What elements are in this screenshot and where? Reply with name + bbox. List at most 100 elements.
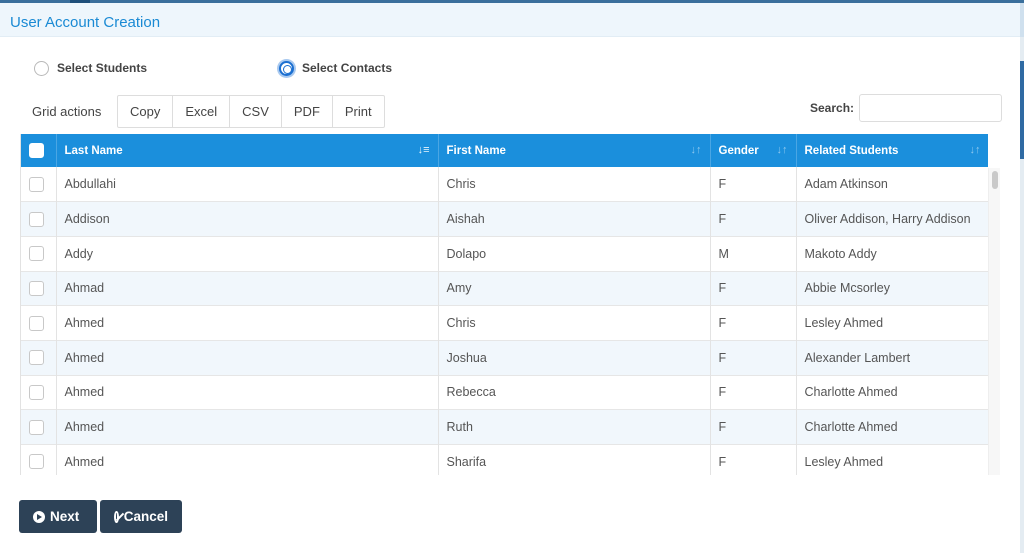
last-name-cell: Addy xyxy=(56,236,439,272)
gender-cell: F xyxy=(710,271,797,306)
row-select-cell[interactable] xyxy=(21,375,57,410)
search-input[interactable] xyxy=(859,94,1002,122)
related-students-cell: Lesley Ahmed xyxy=(796,305,988,341)
header-label: Related Students xyxy=(804,144,899,157)
table-row[interactable]: Ahmad Amy F Abbie Mcsorley xyxy=(21,271,988,306)
row-checkbox[interactable] xyxy=(29,350,44,366)
header-related-students[interactable]: Related Students ↓↑ xyxy=(796,134,988,167)
related-students-cell: Charlotte Ahmed xyxy=(796,409,988,445)
cancel-label: Cancel xyxy=(123,509,168,524)
top-strip-mark xyxy=(70,0,90,3)
print-button[interactable]: Print xyxy=(344,104,372,119)
row-select-cell[interactable] xyxy=(21,340,57,376)
header-first-name[interactable]: First Name ↓↑ xyxy=(438,134,711,167)
grid-scrollbar[interactable] xyxy=(988,168,1000,475)
radio-select-contacts[interactable]: Select Contacts xyxy=(279,58,392,78)
last-name-cell: Ahmed xyxy=(56,444,439,475)
row-select-cell[interactable] xyxy=(21,444,57,475)
next-button[interactable]: Next xyxy=(19,500,97,533)
contacts-table: Last Name ↓≡ First Name ↓↑ Gender ↓↑ Relate… xyxy=(21,134,988,475)
table-row[interactable]: Ahmed Ruth F Charlotte Ahmed xyxy=(21,409,988,445)
header-gender[interactable]: Gender ↓↑ xyxy=(710,134,797,167)
header-select-all[interactable] xyxy=(21,134,57,167)
row-select-cell[interactable] xyxy=(21,167,57,202)
last-name-cell: Ahmed xyxy=(56,409,439,445)
first-name-cell: Chris xyxy=(438,167,711,202)
row-checkbox[interactable] xyxy=(29,419,44,435)
table-row[interactable]: Abdullahi Chris F Adam Atkinson xyxy=(21,167,988,202)
gender-cell: F xyxy=(710,409,797,445)
row-select-cell[interactable] xyxy=(21,201,57,237)
excel-button[interactable]: Excel xyxy=(173,96,231,127)
gender-cell: M xyxy=(710,236,797,272)
row-checkbox[interactable] xyxy=(29,281,44,296)
gender-cell: F xyxy=(710,340,797,376)
right-edge-accent xyxy=(1020,3,1024,37)
row-select-cell[interactable] xyxy=(21,236,57,272)
last-name-cell: Ahmed xyxy=(56,305,439,341)
grid-actions-label: Grid actions xyxy=(32,104,102,119)
play-circle-icon xyxy=(33,510,45,523)
sort-icon: ↓↑ xyxy=(969,144,981,156)
radio-button-students[interactable] xyxy=(34,60,49,76)
first-name-cell: Rebecca xyxy=(438,375,711,410)
scrollbar-thumb[interactable] xyxy=(992,171,998,189)
first-name-cell: Joshua xyxy=(438,340,711,376)
header-label: Last Name xyxy=(64,144,123,157)
first-name-cell: Amy xyxy=(438,271,711,306)
right-edge xyxy=(1020,3,1024,553)
pdf-button[interactable]: PDF xyxy=(282,96,333,127)
sort-icon: ↓↑ xyxy=(690,144,702,156)
row-select-cell[interactable] xyxy=(21,305,57,341)
related-students-cell: Alexander Lambert xyxy=(796,340,988,376)
radio-label-contacts: Select Contacts xyxy=(302,61,393,75)
related-students-cell: Oliver Addison, Harry Addison xyxy=(796,201,988,237)
related-students-cell: Lesley Ahmed xyxy=(796,444,988,475)
select-all-checkbox[interactable] xyxy=(29,143,44,158)
table-row[interactable]: Ahmed Joshua F Alexander Lambert xyxy=(21,340,988,376)
first-name-cell: Aishah xyxy=(438,201,711,237)
right-edge-accent-dark xyxy=(1020,61,1024,159)
row-select-cell[interactable] xyxy=(21,271,57,306)
header-label: First Name xyxy=(446,144,506,157)
gender-cell: F xyxy=(710,444,797,475)
row-checkbox[interactable] xyxy=(29,315,44,331)
copy-button[interactable]: Copy xyxy=(118,96,174,127)
table-row[interactable]: Ahmed Chris F Lesley Ahmed xyxy=(21,305,988,341)
header-label: Gender xyxy=(718,144,759,157)
related-students-cell: Adam Atkinson xyxy=(796,167,988,202)
first-name-cell: Ruth xyxy=(438,409,711,445)
table-row[interactable]: Ahmed Rebecca F Charlotte Ahmed xyxy=(21,375,988,410)
sort-asc-icon: ↓≡ xyxy=(417,144,430,156)
dialog-title: User Account Creation xyxy=(10,14,161,31)
related-students-cell: Makoto Addy xyxy=(796,236,988,272)
radio-label-students: Select Students xyxy=(57,61,148,75)
row-checkbox[interactable] xyxy=(29,385,44,401)
gender-cell: F xyxy=(710,201,797,237)
grid-actions-group: Copy Excel CSV PDF Print xyxy=(117,95,385,128)
first-name-cell: Sharifa xyxy=(438,444,711,475)
next-label: Next xyxy=(50,509,80,524)
search-label: Search: xyxy=(810,101,855,115)
ban-icon xyxy=(114,510,119,523)
row-checkbox[interactable] xyxy=(29,176,44,192)
gender-cell: F xyxy=(710,375,797,410)
table-row[interactable]: Addy Dolapo M Makoto Addy xyxy=(21,236,988,272)
csv-button[interactable]: CSV xyxy=(230,96,282,127)
radio-button-contacts[interactable] xyxy=(279,60,294,76)
sort-icon: ↓↑ xyxy=(776,144,788,156)
table-row[interactable]: Ahmed Sharifa F Lesley Ahmed xyxy=(21,444,988,475)
last-name-cell: Ahmed xyxy=(56,340,439,376)
top-strip xyxy=(0,0,1024,3)
gender-cell: F xyxy=(710,305,797,341)
row-checkbox[interactable] xyxy=(29,246,44,262)
radio-select-students[interactable]: Select Students xyxy=(34,58,147,78)
row-checkbox[interactable] xyxy=(29,454,44,470)
gender-cell: F xyxy=(710,167,797,202)
row-checkbox[interactable] xyxy=(29,211,44,227)
row-select-cell[interactable] xyxy=(21,409,57,445)
cancel-button[interactable]: Cancel xyxy=(100,500,182,533)
header-last-name[interactable]: Last Name ↓≡ xyxy=(56,134,439,167)
last-name-cell: Abdullahi xyxy=(56,167,439,202)
table-row[interactable]: Addison Aishah F Oliver Addison, Harry Addi… xyxy=(21,201,988,237)
